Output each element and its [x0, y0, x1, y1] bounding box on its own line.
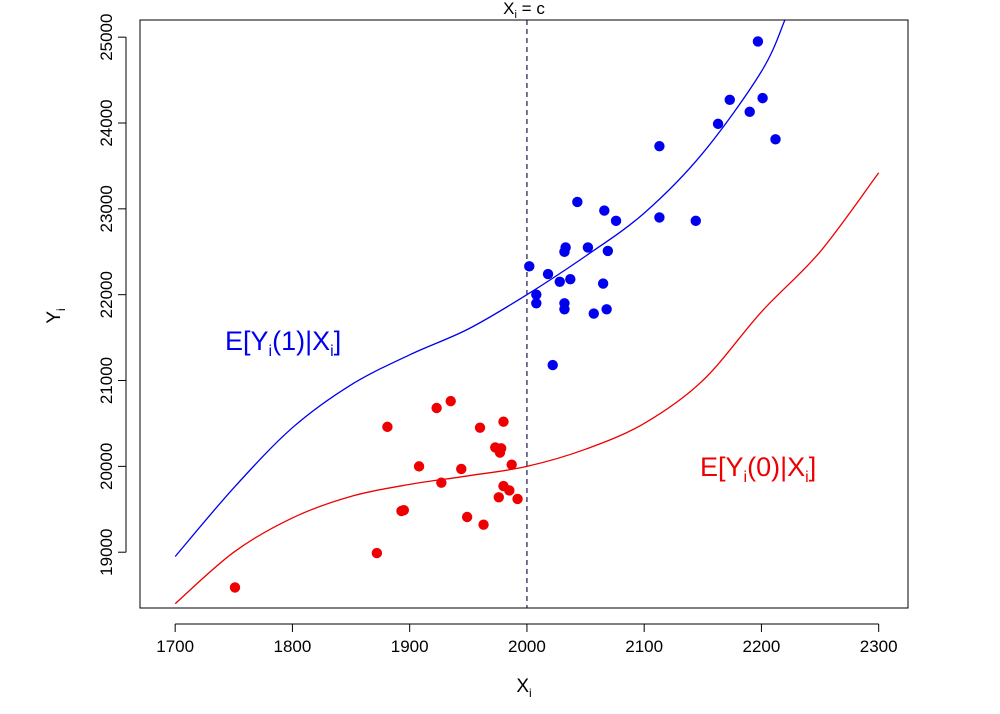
x-tick-label: 1900 — [391, 637, 429, 656]
x-tick-label: 2000 — [508, 637, 546, 656]
treated-point — [599, 205, 610, 216]
control-curve — [174, 172, 880, 605]
control-point — [456, 463, 467, 475]
y-axis: 19000 20000 21000 22000 23000 24000 25000 — [97, 14, 127, 576]
treated-series — [174, 20, 786, 557]
treated-curve-label: E[Yi(1)|Xi] — [225, 326, 341, 360]
treated-point — [610, 215, 622, 227]
treated-point — [572, 196, 583, 208]
x-axis-title-main: X — [516, 676, 529, 697]
y-tick-label: 23000 — [97, 185, 116, 232]
treated-point — [752, 36, 764, 47]
control-point — [382, 421, 393, 433]
treated-point — [597, 278, 609, 289]
y-tick-label: 24000 — [97, 99, 116, 146]
control-label-e: ] — [809, 452, 817, 482]
y-tick-label: 19000 — [97, 529, 116, 576]
treated-point — [531, 298, 542, 309]
plot-frame — [139, 19, 909, 609]
treated-point — [565, 274, 576, 285]
x-axis-title: Xi — [516, 676, 531, 700]
y-tick-label: 20000 — [97, 443, 116, 490]
control-point — [478, 519, 489, 530]
control-point — [498, 416, 509, 427]
treated-label-b: i — [269, 343, 273, 360]
control-point — [495, 443, 507, 454]
treated-point — [602, 245, 614, 257]
y-tick-label: 22000 — [97, 271, 116, 318]
treated-point — [582, 242, 594, 253]
treated-label-c: (1)|X — [272, 326, 330, 356]
cutoff-top-label: Xi = c — [503, 0, 545, 21]
control-point — [493, 492, 504, 503]
treated-point — [690, 215, 701, 227]
treated-point — [654, 140, 665, 152]
treated-point — [757, 92, 768, 104]
y-tick-label: 25000 — [97, 14, 116, 61]
treated-point — [601, 304, 612, 315]
treated-curve — [174, 20, 786, 557]
control-curve-label: E[Yi(0)|Xi] — [700, 452, 816, 486]
treated-point — [712, 118, 724, 130]
treated-point — [531, 289, 542, 300]
cutoff-top-label-x: X — [503, 0, 514, 18]
y-axis-title-sub: i — [54, 308, 68, 311]
treated-point — [559, 304, 570, 315]
control-point — [474, 422, 486, 433]
x-axis: 1700 1800 1900 2000 2100 2200 2300 — [156, 623, 898, 656]
control-point — [371, 547, 383, 559]
treated-point — [770, 134, 781, 145]
x-tick-label: 1800 — [274, 637, 312, 656]
treated-point — [724, 94, 735, 106]
x-tick-label: 2200 — [743, 637, 781, 656]
series-layer — [174, 20, 880, 605]
control-label-b: i — [744, 469, 748, 486]
y-axis-title: Yi — [44, 308, 68, 323]
treated-label-a: E[Y — [225, 326, 269, 356]
y-axis-title-main: Y — [44, 311, 65, 324]
x-tick-label: 1700 — [156, 637, 194, 656]
control-point — [398, 504, 410, 516]
x-axis-title-sub: i — [529, 686, 532, 700]
treated-point — [524, 261, 535, 272]
treated-point — [542, 268, 554, 280]
cutoff-top-label-rest: = c — [517, 0, 545, 18]
control-point — [436, 477, 447, 488]
treated-point — [547, 359, 558, 371]
x-tick-label: 2300 — [860, 637, 898, 656]
control-label-c: (0)|X — [747, 452, 805, 482]
cutoff-top-label-sub: i — [515, 9, 517, 21]
treated-point — [588, 308, 599, 319]
control-point — [512, 493, 523, 505]
treated-point — [554, 276, 565, 288]
treated-label-e: ] — [334, 326, 342, 356]
control-point — [229, 582, 241, 593]
treated-label-d: i — [330, 343, 334, 360]
control-point — [445, 395, 456, 407]
y-tick-label: 21000 — [97, 357, 116, 404]
control-series — [174, 172, 880, 605]
control-label-a: E[Y — [700, 452, 744, 482]
treated-point — [654, 212, 665, 223]
control-point — [506, 459, 517, 470]
treated-point — [744, 106, 755, 118]
x-tick-label: 2100 — [625, 637, 663, 656]
control-point — [413, 461, 425, 472]
control-point — [431, 402, 442, 414]
control-point — [504, 485, 515, 496]
control-label-d: i — [805, 469, 809, 486]
treated-point — [560, 242, 571, 253]
control-point — [461, 511, 473, 523]
